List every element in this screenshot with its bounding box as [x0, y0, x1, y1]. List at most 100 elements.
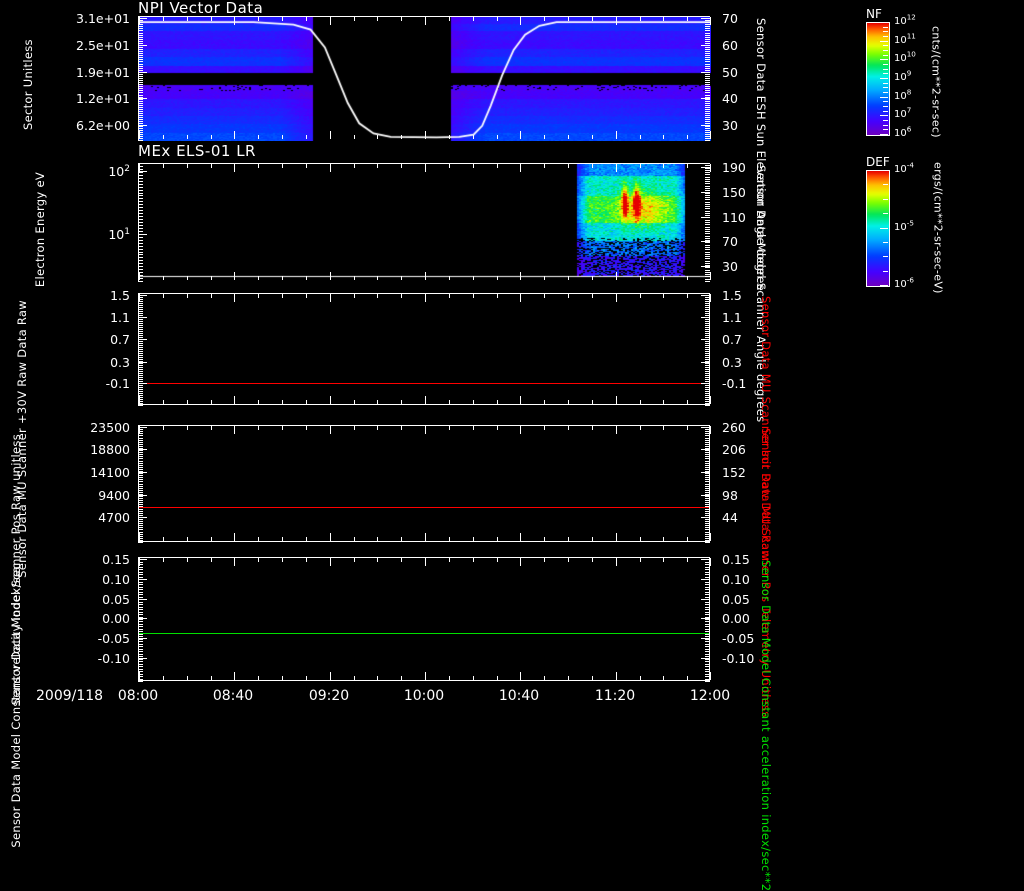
x-minor-tickmark	[473, 537, 474, 541]
axis-minor-tickmark	[705, 233, 710, 234]
axis-minor-tickmark	[138, 357, 143, 358]
axis-minor-tickmark	[138, 517, 143, 518]
axis-minor-tickmark	[705, 425, 710, 426]
axis-minor-tickmark	[138, 111, 143, 112]
axis-minor-tickmark	[705, 247, 710, 248]
x-minor-tickmark	[163, 17, 164, 21]
axis-minor-tickmark	[705, 193, 710, 194]
x-minor-tickmark	[282, 676, 283, 680]
x-tickmark	[520, 131, 521, 139]
axis-minor-tickmark	[705, 599, 710, 600]
axis-minor-tickmark	[138, 509, 143, 510]
axis-minor-tickmark	[705, 433, 710, 434]
x-minor-tickmark	[401, 400, 402, 404]
x-minor-tickmark	[544, 276, 545, 280]
axis-minor-tickmark	[138, 341, 143, 342]
axis-minor-tickmark	[705, 74, 710, 75]
axis-minor-tickmark	[705, 429, 710, 430]
axis-minor-tickmark	[705, 199, 710, 200]
axis-minor-tickmark	[138, 59, 143, 60]
panel-mu-scanner-30v-plot[interactable]	[138, 293, 710, 405]
axis-minor-tickmark	[138, 41, 143, 42]
x-tickmark	[616, 164, 617, 172]
axis-minor-tickmark	[705, 517, 710, 518]
axis-minor-tickmark	[138, 20, 143, 21]
axis-minor-tickmark	[705, 343, 710, 344]
axis-minor-tickmark	[138, 246, 143, 247]
axis-minor-tickmark	[138, 401, 143, 402]
axis-minor-tickmark	[705, 473, 710, 474]
axis-minor-tickmark	[138, 369, 143, 370]
axis-minor-tickmark	[138, 479, 143, 480]
axis-minor-tickmark	[138, 315, 143, 316]
axis-minor-tickmark	[138, 397, 143, 398]
axis-minor-tickmark	[705, 319, 710, 320]
axis-minor-tickmark	[705, 636, 710, 637]
x-minor-tickmark	[282, 426, 283, 430]
plot-canvas: NPI Vector Data Sector Unitless 3.1e+01 2…	[0, 0, 1024, 708]
x-minor-tickmark	[306, 400, 307, 404]
axis-minor-tickmark	[705, 229, 710, 230]
axis-minor-tickmark	[705, 609, 710, 610]
colorbar-minor-tickmark	[883, 271, 888, 272]
axis-tick-label: 60	[722, 38, 738, 53]
x-minor-tickmark	[163, 135, 164, 139]
axis-minor-tickmark	[138, 444, 143, 445]
axis-minor-tickmark	[138, 109, 143, 110]
axis-minor-tickmark	[138, 475, 143, 476]
colorbar-tick-label: 108	[894, 91, 911, 102]
panel-model-scanner-pos-plot[interactable]	[138, 425, 710, 542]
colorbar-tickmark	[880, 170, 888, 171]
axis-minor-tickmark	[705, 661, 710, 662]
x-minor-tickmark	[497, 676, 498, 680]
x-minor-tickmark	[497, 294, 498, 298]
axis-minor-tickmark	[705, 238, 710, 239]
axis-minor-tickmark	[705, 649, 710, 650]
panel-npi-plot[interactable]	[138, 16, 710, 140]
x-tickmark	[710, 17, 711, 25]
x-tickmark	[616, 533, 617, 541]
x-tickmark	[330, 533, 331, 541]
x-minor-tickmark	[187, 276, 188, 280]
axis-minor-tickmark	[705, 329, 710, 330]
x-tickmark	[520, 17, 521, 25]
axis-minor-tickmark	[705, 383, 710, 384]
axis-minor-tickmark	[705, 681, 710, 682]
panel-model-constant-velocity-right-axis-label: Sensor Data Model Constant acceleration …	[760, 560, 772, 891]
axis-minor-tickmark	[138, 661, 143, 662]
x-minor-tickmark	[354, 294, 355, 298]
colorbar-tick-label: 1011	[894, 35, 916, 46]
axis-minor-tickmark	[138, 107, 143, 108]
panel-model-constant-velocity-plot[interactable]	[138, 557, 710, 681]
axis-minor-tickmark	[138, 582, 143, 583]
axis-minor-tickmark	[705, 532, 710, 533]
x-minor-tickmark	[473, 164, 474, 168]
axis-minor-tickmark	[138, 88, 143, 89]
time-tick-label: 10:40	[499, 688, 539, 704]
axis-minor-tickmark	[138, 504, 143, 505]
axis-minor-tickmark	[705, 614, 710, 615]
x-minor-tickmark	[187, 164, 188, 168]
x-minor-tickmark	[473, 676, 474, 680]
axis-minor-tickmark	[705, 389, 710, 390]
x-minor-tickmark	[568, 537, 569, 541]
x-minor-tickmark	[187, 558, 188, 562]
panel-els-plot[interactable]	[138, 163, 710, 281]
axis-minor-tickmark	[138, 577, 143, 578]
colorbar-minor-tickmark	[883, 36, 888, 37]
axis-minor-tickmark	[138, 379, 143, 380]
x-tickmark	[710, 272, 711, 280]
x-minor-tickmark	[401, 276, 402, 280]
axis-minor-tickmark	[138, 592, 143, 593]
axis-minor-tickmark	[138, 604, 143, 605]
axis-minor-tickmark	[138, 373, 143, 374]
x-minor-tickmark	[544, 537, 545, 541]
axis-minor-tickmark	[705, 53, 710, 54]
x-minor-tickmark	[640, 558, 641, 562]
axis-minor-tickmark	[705, 321, 710, 322]
colorbar-minor-tickmark	[883, 45, 888, 46]
axis-minor-tickmark	[138, 99, 143, 100]
axis-minor-tickmark	[138, 532, 143, 533]
x-minor-tickmark	[163, 426, 164, 430]
colorbar-tickmark	[880, 134, 888, 135]
